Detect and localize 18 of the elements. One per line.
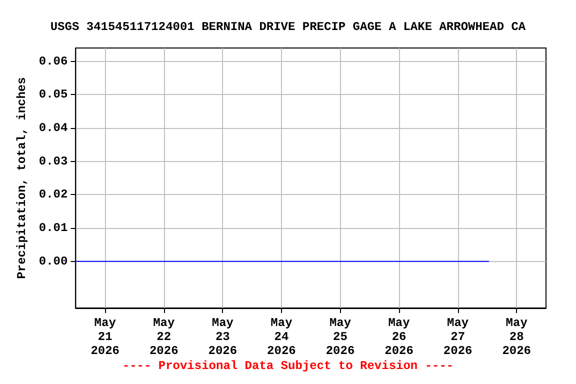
y-tick-label: 0.03 [38,154,68,168]
x-tick-label: May 26 2026 [384,316,414,358]
x-tick-label: May 28 2026 [502,316,532,358]
y-tick-label: 0.06 [38,54,68,68]
y-tick-label: 0.05 [38,88,68,102]
x-tick-label: May 27 2026 [443,316,472,358]
y-axis-title: Precipitation, total, inches [15,77,29,279]
y-tick-label: 0.04 [38,121,68,135]
x-tick-label: May 23 2026 [208,316,238,358]
y-tick-label: 0.00 [38,254,68,268]
x-tick-label: May 25 2026 [326,316,355,358]
chart-title: USGS 341545117124001 BERNINA DRIVE PRECIP GAGE A LAKE ARROWHEAD CA [50,20,526,34]
x-tick-label: May 21 2026 [90,316,120,358]
x-tick-label: May 24 2026 [267,316,296,358]
y-tick-label: 0.01 [38,221,68,235]
text: ---- Provisional Data Subject to Revision ---- [122,359,454,373]
x-tick-label: May 22 2026 [149,316,178,358]
y-tick-label: 0.02 [38,188,68,202]
